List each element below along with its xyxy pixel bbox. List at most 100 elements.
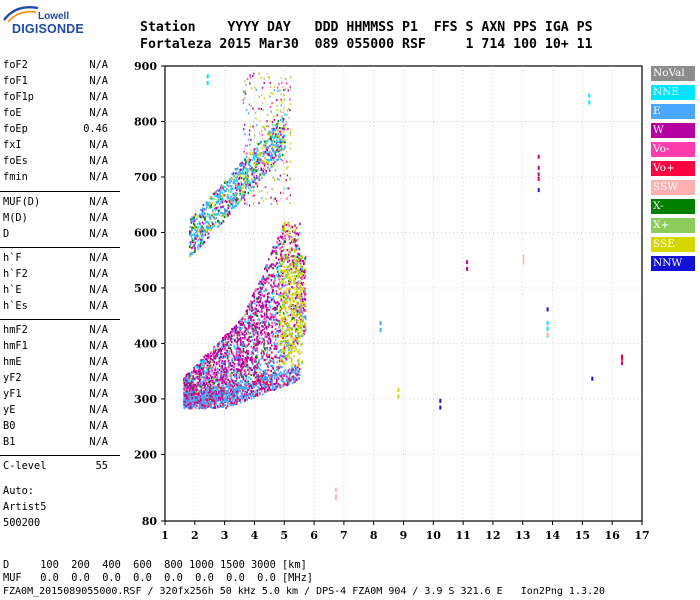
- echo-point: [248, 339, 250, 342]
- echo-point: [259, 286, 261, 289]
- echo-point: [294, 238, 296, 241]
- echo-point: [246, 354, 248, 357]
- echo-point: [243, 388, 246, 391]
- echo-point: [269, 383, 272, 386]
- echo-point: [203, 230, 205, 233]
- echo-point: [274, 197, 277, 200]
- echo-point: [227, 204, 230, 207]
- echo-point: [227, 340, 230, 343]
- echo-point: [214, 401, 217, 404]
- echo-point: [265, 376, 267, 379]
- echo-point: [277, 150, 280, 153]
- echo-point: [232, 397, 235, 400]
- echo-point: [185, 403, 187, 406]
- echo-point: [236, 183, 238, 187]
- echo-point: [208, 377, 211, 380]
- echo-point: [278, 293, 281, 296]
- echo-point: [252, 347, 254, 350]
- echo-point: [201, 399, 203, 402]
- echo-point: [253, 345, 255, 348]
- echo-point: [224, 333, 227, 336]
- echo-point: [242, 354, 244, 357]
- echo-point: [199, 404, 201, 407]
- echo-point: [234, 399, 237, 402]
- echo-point: [190, 221, 193, 224]
- separator: [0, 247, 120, 248]
- echo-point: [192, 216, 194, 219]
- echo-point: [252, 125, 254, 128]
- echo-point: [254, 311, 257, 314]
- echo-point: [267, 164, 270, 167]
- echo-point: [259, 322, 262, 325]
- echo-point: [206, 355, 208, 358]
- echo-point: [193, 366, 195, 369]
- echo-point: [218, 189, 220, 192]
- echo-point: [221, 201, 224, 204]
- echo-point: [277, 144, 280, 147]
- echo-point: [203, 212, 205, 215]
- echo-point: [209, 366, 211, 369]
- param-value: 0.46: [83, 123, 108, 135]
- echo-point: [278, 310, 280, 313]
- echo-point: [247, 112, 250, 115]
- echo-point: [228, 349, 230, 353]
- echo-point: [235, 390, 238, 393]
- echo-point: [212, 372, 214, 375]
- echo-point: [206, 366, 209, 369]
- echo-point: [293, 261, 295, 264]
- echo-point: [261, 309, 263, 312]
- echo-point: [301, 256, 303, 259]
- echo-point: [296, 259, 299, 263]
- echo-point: [201, 236, 203, 239]
- echo-point: [258, 202, 260, 204]
- echo-point: [225, 341, 227, 344]
- echo-point: [277, 369, 280, 372]
- echo-point: [276, 301, 279, 304]
- echo-point: [245, 384, 247, 387]
- echo-point: [267, 388, 270, 392]
- echo-point: [237, 358, 239, 361]
- echo-point: [239, 326, 241, 330]
- echo-point: [244, 357, 247, 360]
- echo-point: [303, 309, 305, 312]
- echo-point: [185, 379, 187, 382]
- echo-point: [250, 397, 253, 400]
- param-label: B0: [3, 420, 16, 432]
- echo-point: [299, 286, 302, 289]
- echo-point: [278, 148, 280, 151]
- echo-point: [212, 349, 215, 352]
- echo-point: [263, 81, 265, 84]
- echo-point: [204, 217, 206, 220]
- echo-point: [255, 382, 258, 385]
- echo-point: [286, 296, 289, 299]
- echo-point: [298, 370, 300, 373]
- echo-point: [264, 126, 266, 129]
- echo-point: [241, 190, 243, 193]
- echo-point: [286, 120, 288, 123]
- echo-point: [279, 365, 282, 368]
- echo-point: [231, 385, 234, 388]
- echo-point: [267, 333, 269, 337]
- echo-point: [240, 364, 243, 367]
- echo-point: [206, 394, 209, 397]
- echo-point: [235, 380, 237, 383]
- echo-point: [244, 162, 247, 165]
- echo-point: [203, 228, 205, 231]
- echo-point: [278, 373, 280, 376]
- echo-point: [237, 386, 240, 389]
- echo-point: [255, 308, 258, 311]
- echo-point: [243, 91, 246, 94]
- echo-point: [209, 391, 212, 394]
- echo-point: [280, 158, 282, 161]
- echo-point: [215, 209, 217, 212]
- echo-point: [243, 184, 245, 187]
- echo-point: [233, 344, 235, 347]
- echo-point: [224, 403, 226, 407]
- echo-point: [203, 377, 206, 380]
- echo-point: [283, 258, 286, 261]
- echo-point: [184, 389, 187, 392]
- echo-point: [271, 143, 273, 146]
- echo-point: [269, 264, 272, 267]
- echo-point: [204, 403, 207, 406]
- echo-point: [246, 312, 248, 315]
